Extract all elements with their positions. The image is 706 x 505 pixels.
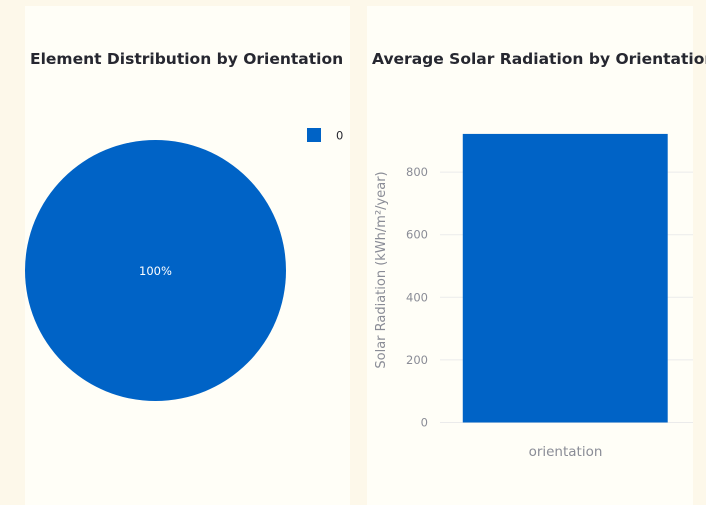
bar-chart-panel: Average Solar Radiation by Orientation xyxy=(367,6,706,505)
pie-chart-panel: Element Distribution by Orientation xyxy=(25,6,350,505)
pie-chart-title: Element Distribution by Orientation xyxy=(30,50,344,68)
bar-chart-title: Average Solar Radiation by Orientation xyxy=(372,50,706,68)
